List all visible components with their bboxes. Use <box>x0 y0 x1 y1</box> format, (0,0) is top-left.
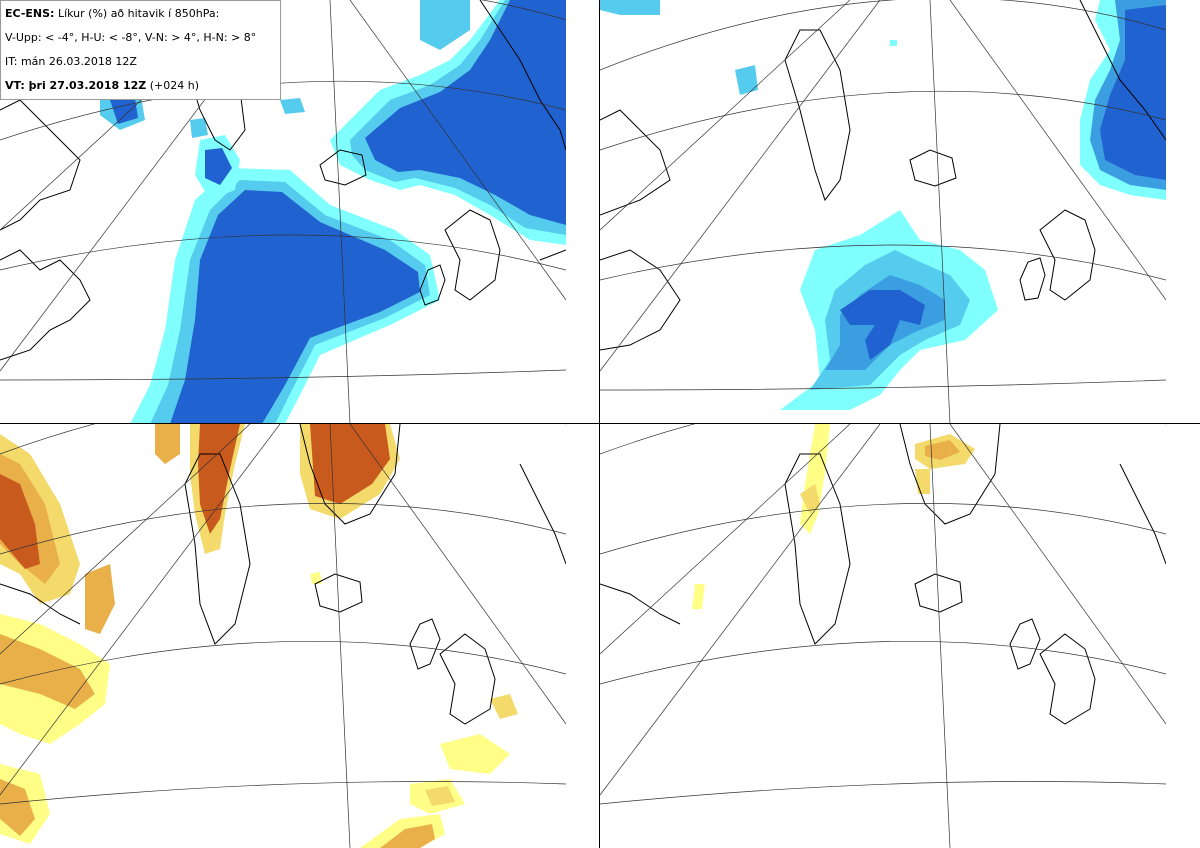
map-bottom-left <box>0 424 566 848</box>
map-panel-bottom-right: 1009565355 <box>600 424 1166 848</box>
probability-shading <box>600 0 1166 410</box>
panel-divider-vertical <box>599 0 600 848</box>
graticule <box>0 424 566 848</box>
probability-shading <box>0 424 518 848</box>
variable-description: Líkur (%) að hitavik í 850hPa: <box>54 7 220 20</box>
info-line-1: EC-ENS: Líkur (%) að hitavik í 850hPa: <box>5 7 219 20</box>
probability-shading <box>692 424 975 609</box>
graticule <box>600 424 1166 848</box>
map-top-right <box>600 0 1166 424</box>
coastlines <box>0 424 566 725</box>
coastlines <box>600 0 1166 351</box>
info-line-2: V-Upp: < -4°, H-U: < -8°, V-N: > 4°, H-N… <box>5 31 257 44</box>
probability-shading <box>100 0 566 424</box>
map-panel-bottom-left: 1009565355 <box>0 424 566 848</box>
info-line-4: VT: þri 27.03.2018 12Z (+024 h) <box>5 79 199 92</box>
map-panel-top-left: EC-ENS: Líkur (%) að hitavik í 850hPa: V… <box>0 0 566 424</box>
map-panel-top-right: 1009565355 <box>600 0 1166 424</box>
graticule <box>600 0 1166 424</box>
coastlines <box>600 424 1166 725</box>
model-name: EC-ENS: <box>5 7 55 20</box>
panel-divider-horizontal <box>0 423 1200 424</box>
map-bottom-right <box>600 424 1166 848</box>
valid-time: VT: þri 27.03.2018 12Z <box>5 79 147 92</box>
lead-time: (+024 h) <box>146 79 200 92</box>
info-line-3: IT: mán 26.03.2018 12Z <box>5 55 137 68</box>
info-box: EC-ENS: Líkur (%) að hitavik í 850hPa: V… <box>0 0 281 100</box>
map-top-left <box>0 0 566 424</box>
graticule <box>0 0 566 424</box>
